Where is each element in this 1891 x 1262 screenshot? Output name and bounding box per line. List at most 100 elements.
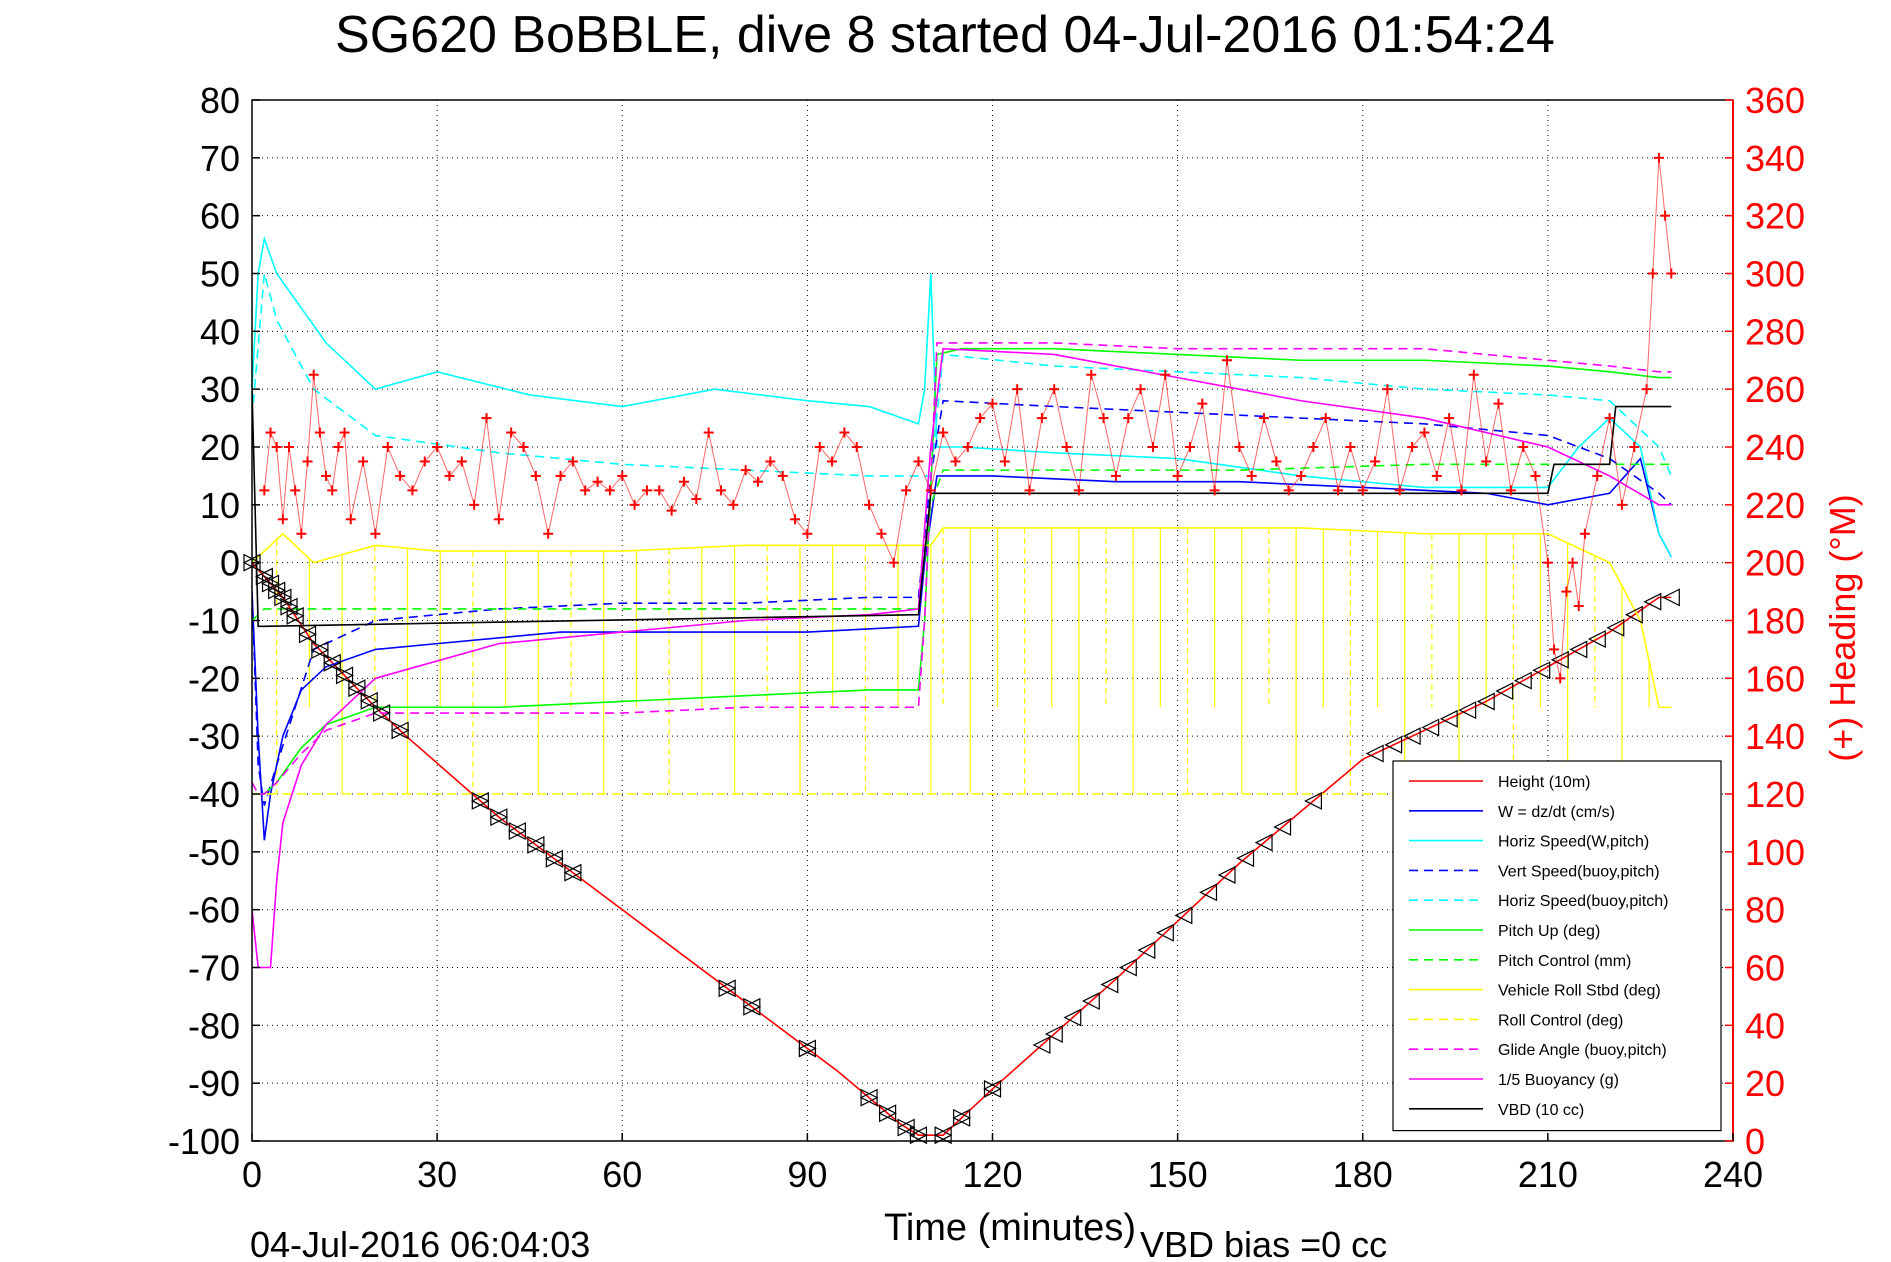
y2-tick-label: 360	[1745, 80, 1805, 121]
legend-label: Horiz Speed(buoy,pitch)	[1498, 893, 1668, 910]
y-tick-label: -90	[188, 1063, 240, 1104]
height-marker	[909, 1126, 928, 1145]
legend-entry: Horiz Speed(buoy,pitch)	[1409, 893, 1668, 910]
x-tick-label: 240	[1703, 1154, 1763, 1195]
height-marker	[267, 581, 286, 600]
legend-entry: Vert Speed(buoy,pitch)	[1409, 863, 1660, 880]
legend-entry: W = dz/dt (cm/s)	[1409, 804, 1615, 821]
height-marker	[390, 721, 409, 740]
footer-vbd-bias: VBD bias =0 cc	[1140, 1224, 1387, 1262]
height-marker	[489, 808, 508, 827]
legend-label: Horiz Speed(W,pitch)	[1498, 834, 1649, 851]
y-tick-label: 0	[220, 543, 240, 584]
height-marker	[1587, 630, 1606, 648]
chart-title: SG620 BoBBLE, dive 8 started 04-Jul-2016…	[335, 6, 1555, 64]
height-marker	[896, 1118, 915, 1137]
height-marker	[1304, 791, 1322, 810]
y-tick-label: -30	[188, 716, 240, 757]
height-marker	[359, 691, 378, 710]
height-marker	[1402, 727, 1421, 746]
height-markers	[242, 553, 1680, 1145]
height-marker	[878, 1104, 897, 1123]
height-marker	[1606, 618, 1625, 637]
y-tick-label: 40	[200, 311, 240, 352]
height-marker	[742, 997, 761, 1016]
height-marker	[545, 849, 563, 868]
height-marker	[983, 1079, 1002, 1098]
legend-entry: Height (10m)	[1409, 774, 1590, 791]
height-marker	[1032, 1036, 1051, 1054]
height-marker	[1199, 883, 1218, 902]
y2-tick-label: 200	[1745, 543, 1805, 584]
x-tick-label: 60	[602, 1154, 642, 1195]
legend-box	[1392, 760, 1722, 1132]
legend-label: Vehicle Roll Stbd (deg)	[1498, 983, 1661, 1000]
height-marker	[1118, 958, 1137, 977]
y-tick-label: -40	[188, 774, 240, 815]
height-marker	[952, 1108, 971, 1127]
height-marker	[1063, 1008, 1082, 1027]
series-line	[252, 347, 1672, 969]
height-marker	[526, 835, 545, 854]
y2-tick-label: 300	[1745, 254, 1805, 295]
x-tick-label: 210	[1518, 1154, 1578, 1195]
y-tick-label: -70	[188, 948, 240, 989]
height-marker	[285, 606, 304, 625]
x-tick-label: 120	[962, 1154, 1022, 1195]
height-marker	[1624, 605, 1643, 624]
legend-label: VBD (10 cc)	[1498, 1102, 1584, 1119]
height-marker	[1273, 817, 1292, 836]
legend-entry: Roll Control (deg)	[1409, 1012, 1623, 1029]
height-marker	[1155, 923, 1174, 942]
legend-label: Pitch Control (mm)	[1498, 953, 1631, 970]
y2-tick-label: 280	[1745, 311, 1805, 352]
y-tick-label: -20	[188, 658, 240, 699]
height-marker	[372, 704, 391, 723]
height-marker	[1217, 865, 1236, 884]
height-marker	[1439, 709, 1458, 728]
legend-entry: Glide Angle (buoy,pitch)	[1409, 1042, 1667, 1059]
series-line	[252, 527, 1672, 709]
y-tick-label: 80	[200, 80, 240, 121]
height-marker	[310, 641, 329, 659]
y2-tick-label: 180	[1745, 601, 1805, 642]
height-marker	[279, 597, 298, 616]
y2-tick-label: 60	[1745, 948, 1785, 989]
height-marker	[1476, 692, 1495, 711]
height-marker	[1569, 640, 1588, 659]
y2-tick-label: 140	[1745, 716, 1805, 757]
legend-entry: Horiz Speed(W,pitch)	[1409, 834, 1649, 851]
height-marker	[1365, 744, 1384, 763]
height-marker	[470, 791, 489, 810]
grid-lines	[252, 100, 1733, 1141]
height-marker	[1458, 701, 1477, 720]
y-tick-label: 10	[200, 485, 240, 526]
y2-tick-label: 40	[1745, 1005, 1785, 1046]
height-marker	[1100, 975, 1119, 994]
y-tick-label: 20	[200, 427, 240, 468]
y2-tick-label: 100	[1745, 832, 1805, 873]
height-marker	[255, 567, 273, 586]
y2-axis-label: (+) Heading (°M)	[1822, 494, 1863, 761]
y2-tick-label: 20	[1745, 1063, 1785, 1104]
y-tick-label: -10	[188, 601, 240, 642]
height-marker	[1236, 849, 1255, 868]
heading-points	[259, 152, 1677, 684]
series-line	[252, 235, 1672, 558]
legend-label: Vert Speed(buoy,pitch)	[1498, 863, 1660, 880]
x-axis-label: Time (minutes)	[884, 1207, 1136, 1249]
y-tick-label: 60	[200, 196, 240, 237]
height-marker	[933, 1126, 952, 1145]
legend-entry: 1/5 Buoyancy (g)	[1409, 1072, 1619, 1089]
x-tick-label: 90	[787, 1154, 827, 1195]
legend-label: Roll Control (deg)	[1498, 1012, 1623, 1029]
y2-tick-label: 220	[1745, 485, 1805, 526]
y-tick-label: -50	[188, 832, 240, 873]
height-marker	[563, 863, 582, 882]
height-marker	[1081, 992, 1100, 1011]
y-tick-label: 50	[200, 254, 240, 295]
height-marker	[1174, 906, 1193, 925]
height-marker	[717, 979, 736, 998]
height-marker	[1643, 592, 1662, 611]
